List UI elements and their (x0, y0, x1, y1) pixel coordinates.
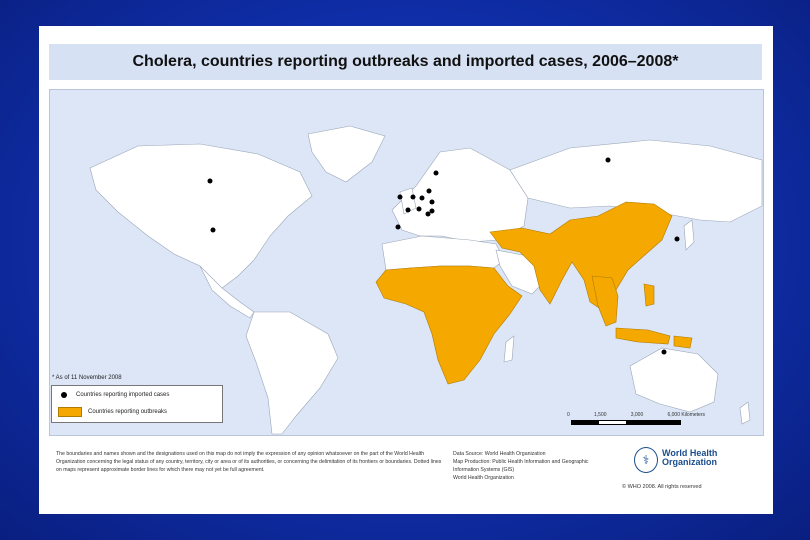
world-map (49, 89, 764, 436)
scale-tick: 3,000 (630, 412, 644, 418)
marker-sweden (426, 188, 432, 194)
marker-canada (207, 178, 213, 184)
scale-bar: 0 1,500 3,000 6,000 Kilometers (567, 412, 705, 428)
legend-outbreak-label: Countries reporting outbreaks (88, 409, 168, 415)
land-greenland (307, 125, 386, 183)
land-north-asia (509, 139, 763, 223)
as-of-note: * As of 11 November 2008 (52, 375, 122, 381)
marker-russia (605, 157, 611, 163)
marker-united-states (210, 227, 216, 233)
marker-australia (661, 349, 667, 355)
copyright-text: © WHO 2008. All rights reserved (622, 484, 702, 490)
land-madagascar (503, 335, 515, 363)
land-central-america (199, 265, 255, 319)
land-europe (391, 147, 529, 243)
marker-japan (674, 236, 680, 242)
outbreak-indonesia (615, 327, 671, 345)
who-emblem-icon: ⚕ (634, 447, 658, 473)
outbreak-philippines (643, 283, 655, 307)
imported-case-markers (207, 157, 680, 355)
scale-tick: 0 (567, 412, 570, 418)
who-logo: ⚕ World Health Organization © WHO 2008. … (622, 445, 762, 495)
marker-united-kingdom (410, 194, 416, 200)
marker-italy (429, 208, 435, 214)
marker-spain (395, 224, 401, 230)
outbreak-africa (375, 265, 523, 385)
marker-netherlands (419, 195, 425, 201)
land-british-isles (399, 187, 417, 215)
marker-norway (433, 170, 439, 176)
scale-tick: 1,500 (594, 412, 607, 418)
legend-imported-label: Countries reporting imported cases (76, 392, 170, 398)
data-source-text: Data Source: World Health Organization M… (453, 451, 589, 481)
marker-france (405, 207, 411, 213)
legend-row-outbreak: Countries reporting outbreaks (58, 407, 167, 417)
marker-switzerland (425, 211, 431, 217)
land-south-america (245, 311, 339, 435)
land-new-zealand (739, 401, 751, 425)
land-australia (629, 347, 719, 413)
slide: Cholera, countries reporting outbreaks a… (39, 26, 773, 514)
scale-graphic (571, 420, 681, 425)
legend-row-imported: Countries reporting imported cases (58, 392, 169, 398)
scale-ticks: 0 1,500 3,000 6,000 Kilometers (567, 412, 705, 418)
marker-belgium (416, 206, 422, 212)
world-map-svg (50, 90, 763, 435)
outbreak-swatch-icon (58, 407, 82, 417)
scale-tick: 6,000 Kilometers (667, 412, 705, 418)
outbreak-southeast-asia (591, 275, 619, 327)
legend-box: Countries reporting imported cases Count… (51, 385, 223, 423)
land-north-america (89, 143, 313, 289)
land-japan (683, 219, 695, 251)
disclaimer-text: The boundaries and names shown and the d… (56, 451, 442, 473)
outbreak-papua-new-guinea (673, 335, 693, 349)
marker-germany (429, 199, 435, 205)
marker-ireland (397, 194, 403, 200)
who-name: World Health Organization (662, 448, 718, 467)
imported-marker-icon (61, 392, 67, 398)
map-title: Cholera, countries reporting outbreaks a… (49, 44, 762, 80)
